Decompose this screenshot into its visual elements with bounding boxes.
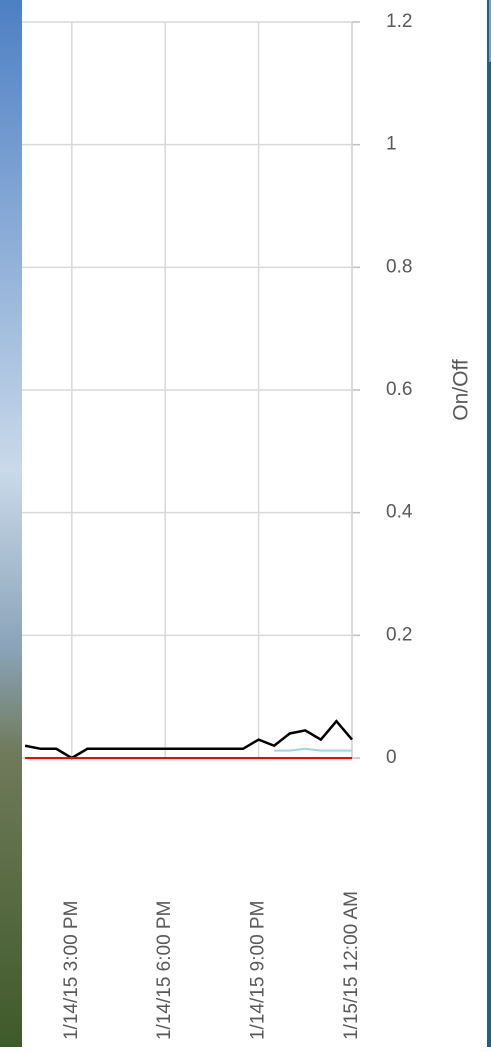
series-line bbox=[25, 721, 352, 758]
y-tick-label: 0.6 bbox=[386, 379, 412, 400]
x-tick-label: 1/14/15 6:00 PM bbox=[154, 901, 175, 1040]
y-tick-label: 0.8 bbox=[386, 256, 412, 277]
y-tick-label: 1 bbox=[386, 134, 397, 155]
x-tick-label: 1/14/15 9:00 PM bbox=[248, 901, 269, 1040]
side-panel bbox=[487, 0, 491, 1047]
chart: 0 0.2 0.4 0.6 0.8 1 1.2 1/14/15 3:00 PM 1/14/15 … bbox=[0, 0, 491, 1047]
x-tick-label: 1/14/15 3:00 PM bbox=[61, 901, 82, 1040]
background-photo bbox=[0, 0, 22, 1047]
y-tick-label: 0 bbox=[386, 747, 397, 768]
y-tick-label: 0.4 bbox=[386, 502, 413, 523]
x-tick-label: 1/15/15 12:00 AM bbox=[341, 891, 362, 1040]
series-line bbox=[274, 749, 352, 751]
y-tick-label: 1.2 bbox=[386, 11, 412, 32]
y-tick-label: 0.2 bbox=[386, 624, 412, 645]
y-axis-label: On/Off bbox=[450, 359, 473, 421]
